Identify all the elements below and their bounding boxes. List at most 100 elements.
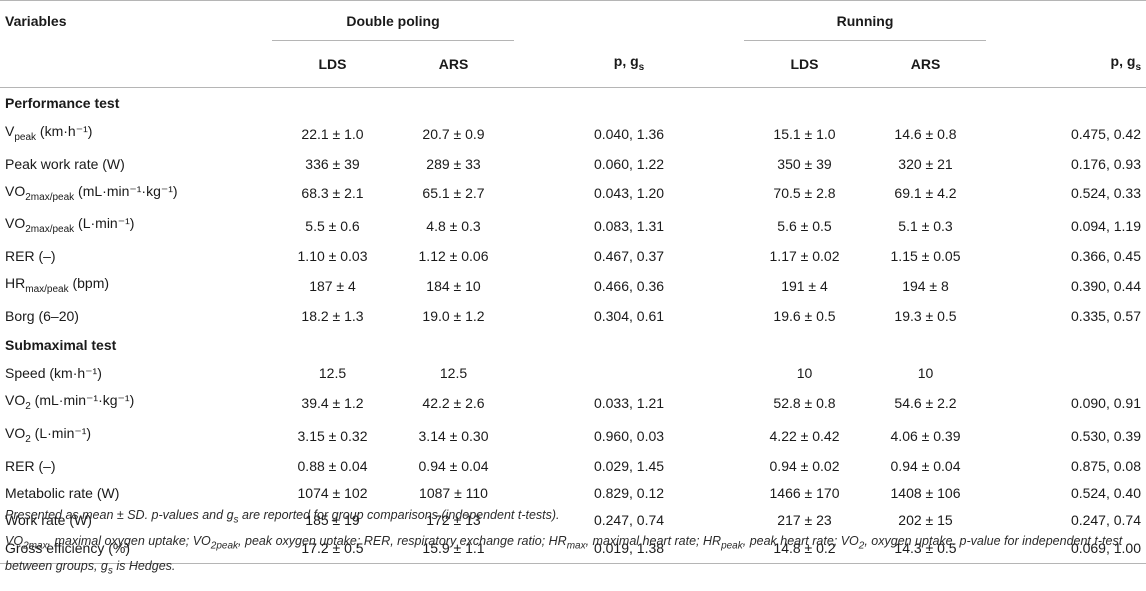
footnote-text: , peak heart rate; VO [742, 533, 859, 548]
cell-r-ars: 0.94 ± 0.04 [890, 457, 961, 474]
cell-dp-ars: 1.12 ± 0.06 [418, 248, 489, 265]
footnote-sub: s [233, 514, 239, 526]
row-label-unit: (L·min⁻¹) [74, 215, 135, 232]
row-label: Peak work rate (W) [0, 151, 272, 178]
cell-dp-lds: 22.1 ± 1.0 [301, 125, 364, 142]
footnote-text: , maximal heart rate; HR [585, 533, 722, 548]
row-label: VO2 (mL·min⁻¹·kg⁻¹) [0, 387, 272, 420]
cell-dp-ars: 1087 ± 110 [419, 484, 488, 501]
row-label: Work rate (W) [0, 507, 272, 534]
header-group-running: Running [744, 0, 986, 42]
cell-r-p: 0.530, 0.39 [1070, 427, 1141, 444]
table-row: HRmax/peak (bpm) 187 ± 4 184 ± 10 0.466, 0.… [0, 270, 1146, 303]
row-label: Borg (6–20) [0, 303, 272, 330]
cell-r-p: 0.247, 0.74 [1070, 511, 1141, 528]
footnote-sub: s [107, 565, 113, 577]
footnote-sub: 2peak [210, 540, 239, 551]
row-label-text: VO [5, 215, 26, 232]
cell-dp-ars: 19.0 ± 1.2 [422, 307, 485, 324]
row-label: Gross efficiency (%) [0, 533, 272, 564]
footnote-line-1: Presented as mean ± SD. p-values and gs … [5, 505, 1141, 531]
section-header: Submaximal test [0, 330, 1146, 360]
footnote-text: is Hedges. [112, 559, 176, 573]
footnote-text: , peak oxygen uptake; RER, respiratory e… [238, 533, 567, 548]
table-row: VO2max/peak (mL·min⁻¹·kg⁻¹) 68.3 ± 2.1 65.… [0, 178, 1146, 211]
row-label-unit: (mL·min⁻¹·kg⁻¹) [30, 391, 135, 408]
header-run-ars: ARS [865, 42, 986, 88]
footnote-text: , oxygen uptake. p-value for independent… [5, 533, 1123, 574]
cell-r-p: 0.524, 0.40 [1070, 484, 1141, 501]
header-run-p: p, gs [986, 42, 1146, 88]
cell-dp-p: 0.960, 0.03 [593, 427, 665, 444]
cell-r-p: 0.176, 0.93 [1070, 155, 1141, 172]
row-label-text: VO [5, 391, 26, 408]
cell-r-p: 0.335, 0.57 [1070, 307, 1141, 324]
footnote-line-2: VO2max, maximal oxygen uptake; VO2peak, … [5, 531, 1141, 582]
cell-dp-p: 0.043, 1.20 [593, 185, 665, 202]
cell-dp-ars: 184 ± 10 [426, 278, 481, 295]
cell-dp-lds: 12.5 [318, 364, 347, 381]
table-row: Speed (km·h⁻¹) 12.5 12.5 10 10 [0, 360, 1146, 387]
table-row: Metabolic rate (W) 1074 ± 102 1087 ± 110 0.… [0, 480, 1146, 507]
row-label-text: VO [5, 182, 26, 199]
cell-dp-ars: 4.8 ± 0.3 [426, 218, 481, 235]
cell-dp-lds: 68.3 ± 2.1 [301, 185, 364, 202]
row-label-text: VO [5, 424, 26, 441]
row-label: VO2max/peak (mL·min⁻¹·kg⁻¹) [0, 178, 272, 211]
table-row: Work rate (W) 185 ± 19 172 ± 13 0.247, 0.74… [0, 507, 1146, 534]
cell-dp-p: 0.019, 1.38 [514, 533, 744, 564]
cell-dp-ars: 15.9 ± 1.1 [393, 533, 514, 564]
cell-r-lds: 1.17 ± 0.02 [769, 248, 840, 265]
cell-dp-ars: 289 ± 33 [426, 155, 481, 172]
footnote-text: are reported for group comparisons (inde… [238, 508, 560, 522]
cell-r-ars: 54.6 ± 2.2 [894, 394, 957, 411]
table-row: Peak work rate (W) 336 ± 39 289 ± 33 0.060,… [0, 151, 1146, 178]
footnote-text: Presented as mean ± SD. p-values and g [5, 508, 234, 522]
cell-dp-ars: 3.14 ± 0.30 [418, 427, 489, 444]
cell-r-ars: 194 ± 8 [902, 278, 949, 295]
row-label-sub: max/peak [25, 283, 69, 295]
row-label-unit: (L·min⁻¹) [30, 424, 92, 441]
row-label: RER (–) [0, 243, 272, 270]
cell-dp-ars: 42.2 ± 2.6 [422, 394, 485, 411]
cell-dp-p: 0.060, 1.22 [593, 155, 665, 172]
cell-dp-p: 0.304, 0.61 [593, 307, 665, 324]
cell-r-p: 0.475, 0.42 [1070, 125, 1141, 142]
header-row-columns: LDS ARS p, gs LDS ARS p, gs [0, 42, 1146, 88]
header-p-text: p, g [1110, 53, 1136, 69]
cell-r-lds: 15.1 ± 1.0 [773, 125, 836, 142]
row-label-text: Metabolic rate (W) [5, 484, 120, 501]
cell-r-ars: 320 ± 21 [898, 155, 953, 172]
group-label-running: Running [836, 13, 894, 29]
group-label-double-poling: Double poling [346, 13, 440, 29]
row-label-text: RER (–) [5, 248, 56, 265]
header-p-text: p, g [613, 53, 639, 69]
footnote-sub: 2 [858, 540, 865, 551]
cell-dp-p: 0.466, 0.36 [593, 278, 665, 295]
cell-r-p: 0.094, 1.19 [1070, 218, 1141, 235]
cell-r-p [986, 360, 1146, 387]
cell-dp-lds: 1.10 ± 0.03 [297, 248, 368, 265]
row-label: Vpeak (km·h⁻¹) [0, 118, 272, 151]
cell-r-p: 0.366, 0.45 [1070, 248, 1141, 265]
cell-r-ars: 14.3 ± 0.5 [865, 533, 986, 564]
footnote-text: , maximal oxygen uptake; VO [47, 533, 211, 548]
cell-r-lds: 217 ± 23 [777, 511, 832, 528]
header-variables: Variables [0, 0, 272, 42]
row-label-text: V [5, 122, 15, 139]
cell-r-p: 0.875, 0.08 [1070, 457, 1141, 474]
cell-dp-p [514, 360, 744, 387]
cell-r-lds: 0.94 ± 0.02 [769, 457, 840, 474]
results-table: Variables Double poling Running LDS ARS … [0, 0, 1146, 564]
cell-r-lds: 191 ± 4 [781, 278, 828, 295]
row-label-text: Work rate (W) [5, 511, 92, 528]
cell-r-lds: 52.8 ± 0.8 [773, 394, 836, 411]
table-row: VO2 (L·min⁻¹) 3.15 ± 0.32 3.14 ± 0.30 0.960… [0, 420, 1146, 453]
cell-r-ars: 1.15 ± 0.05 [890, 248, 961, 265]
cell-r-ars: 69.1 ± 4.2 [894, 185, 957, 202]
cell-r-ars: 4.06 ± 0.39 [890, 427, 961, 444]
header-dp-lds: LDS [272, 42, 393, 88]
cell-r-lds: 70.5 ± 2.8 [773, 185, 836, 202]
cell-dp-p: 0.033, 1.21 [593, 394, 665, 411]
footnote-sub: max [566, 540, 586, 551]
